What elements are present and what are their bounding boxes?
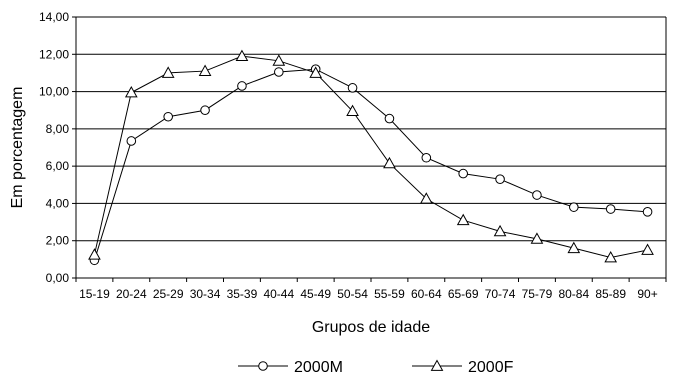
x-tick-label: 65-69: [448, 287, 479, 301]
x-tick-label: 80-84: [558, 287, 589, 301]
data-point-2000m: [495, 174, 505, 184]
legend-label-2000m: 2000M: [294, 359, 343, 375]
data-point-2000m: [421, 152, 432, 163]
data-point-2000f: [272, 54, 286, 66]
data-point-2000m: [163, 111, 173, 122]
y-tick-label: 10,00: [39, 85, 69, 99]
data-point-2000m: [347, 83, 358, 93]
x-tick-label: 85-89: [595, 287, 626, 301]
data-point-2000f: [88, 248, 101, 260]
legend-marker-2000f: [430, 359, 444, 371]
data-point-2000f: [309, 66, 323, 78]
y-tick-label: 4,00: [46, 196, 70, 210]
data-point-2000f: [124, 85, 138, 98]
data-point-2000m: [200, 105, 210, 116]
series-line-2000m: [93, 68, 648, 261]
x-tick-label: 90+: [637, 287, 657, 301]
y-tick-labels: 0,00 2,00 4,00 6,00 8,00 10,00 12,00 14,00: [39, 10, 69, 285]
legend-marker-2000m: [258, 361, 268, 371]
data-point-2000m: [569, 202, 579, 212]
data-point-2000f: [604, 250, 618, 263]
legend: 2000M 2000F: [238, 359, 514, 375]
data-point-2000m: [642, 207, 653, 217]
x-tick-label: 40-44: [263, 287, 294, 301]
gridlines: [76, 16, 666, 242]
data-point-2000f: [567, 241, 581, 254]
series-group: [88, 49, 654, 266]
x-axis-title: Grupos de idade: [312, 319, 430, 336]
data-point-2000f: [383, 156, 396, 169]
x-tick-label: 75-79: [522, 287, 553, 301]
y-tick-label: 14,00: [39, 10, 69, 24]
data-point-2000f: [493, 224, 507, 237]
y-tick-label: 12,00: [39, 47, 69, 61]
y-tick-label: 8,00: [46, 122, 70, 136]
x-tick-label: 60-64: [411, 287, 442, 301]
legend-item-2000f: 2000F: [412, 359, 514, 375]
y-tick-label: 6,00: [46, 159, 70, 173]
legend-item-2000m: 2000M: [238, 359, 343, 375]
x-tick-label: 25-29: [153, 287, 184, 301]
axes: [72, 16, 667, 282]
y-tick-label: 0,00: [46, 271, 70, 285]
data-point-2000m: [237, 81, 247, 91]
x-tick-label: 20-24: [116, 287, 147, 301]
x-tick-label: 35-39: [227, 287, 258, 301]
x-tick-label: 70-74: [485, 287, 516, 301]
data-point-2000m: [605, 204, 616, 214]
data-point-2000m: [126, 136, 137, 146]
data-point-2000m: [384, 113, 395, 124]
data-point-2000f: [641, 243, 654, 255]
series-2000m: [89, 64, 653, 266]
legend-label-2000f: 2000F: [468, 359, 514, 375]
x-tick-label: 55-59: [374, 287, 405, 301]
data-point-2000f: [530, 232, 544, 244]
data-point-2000m: [458, 168, 468, 179]
y-tick-label: 2,00: [46, 234, 70, 248]
data-point-2000f: [198, 64, 212, 76]
data-point-2000f: [161, 66, 175, 78]
x-tick-label: 15-19: [79, 287, 110, 301]
x-tick-label: 50-54: [337, 287, 368, 301]
data-point-2000f: [346, 104, 359, 117]
data-point-2000m: [532, 190, 542, 200]
y-axis-title: Em porcentagem: [9, 87, 26, 209]
x-tick-label: 45-49: [300, 287, 331, 301]
x-tick-labels: 15-19 20-24 25-29 30-34 35-39 40-44 45-49 50-54…: [79, 287, 658, 301]
x-tick-label: 30-34: [190, 287, 221, 301]
data-point-2000f: [235, 49, 249, 62]
series-line-2000f: [93, 55, 648, 259]
data-point-2000f: [456, 213, 470, 226]
data-point-2000f: [419, 192, 433, 204]
data-point-2000m: [274, 67, 284, 77]
series-2000f: [88, 49, 654, 263]
